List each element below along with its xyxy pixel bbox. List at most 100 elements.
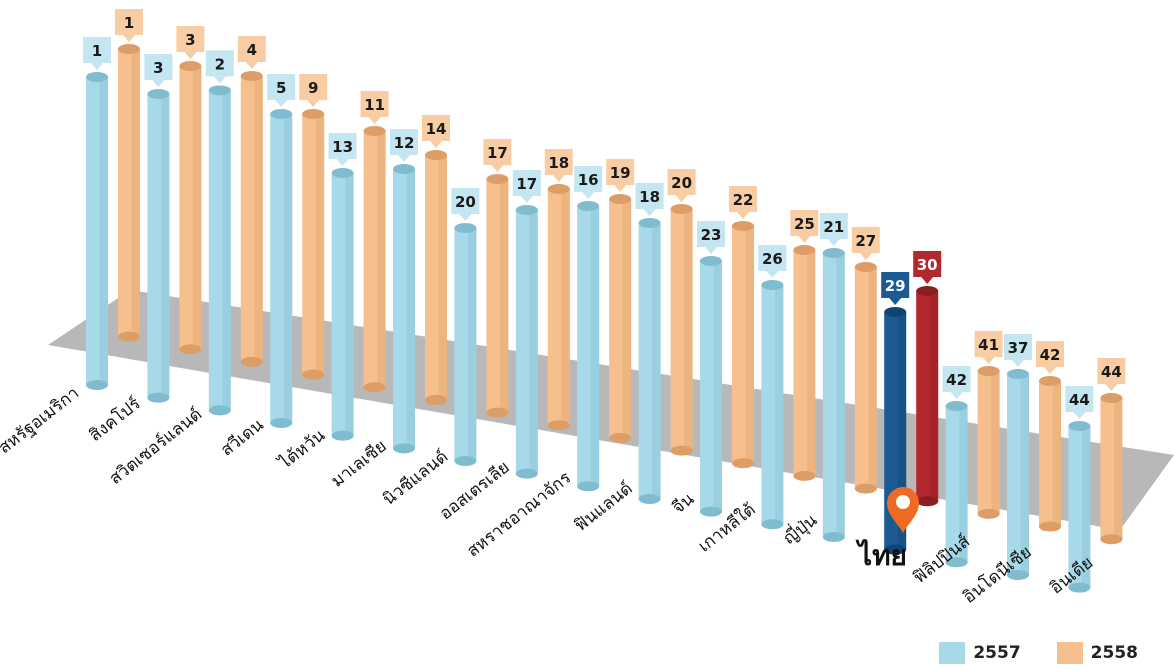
value-label-box <box>544 149 573 175</box>
bar-2557-11 <box>700 256 722 517</box>
value-label-text: 29 <box>885 277 906 295</box>
bar-2557-15 <box>945 401 968 568</box>
bar-2557-3 <box>208 85 231 416</box>
value-label-text: 4 <box>247 41 257 59</box>
bar-2557-17 <box>1068 421 1091 593</box>
location-pin-icon <box>887 487 919 533</box>
value-label-text: 20 <box>671 174 692 192</box>
bar-top <box>179 61 202 71</box>
bar-shade <box>222 90 231 411</box>
value-label-pointer <box>520 196 533 203</box>
value-label-box <box>144 54 173 80</box>
bar-top <box>118 44 140 54</box>
bar-top <box>331 168 354 178</box>
bar-body <box>547 189 570 426</box>
value-label-pointer <box>91 63 103 70</box>
bar-body <box>240 76 263 362</box>
bar-top <box>884 307 907 317</box>
bar-body <box>86 77 108 385</box>
bar-base <box>793 470 816 481</box>
value-label-text: 9 <box>308 79 318 97</box>
bar-base <box>700 506 722 517</box>
value-label-pointer <box>245 62 258 69</box>
bar-top <box>547 184 570 194</box>
bar-body <box>609 199 632 438</box>
value-label-text: 16 <box>578 171 599 189</box>
value-label-2558-17: 44 <box>1097 358 1126 391</box>
bar-2558-7 <box>486 174 509 418</box>
pin-dot <box>896 495 910 509</box>
value-label-2558-4: 9 <box>299 74 328 107</box>
value-label-box <box>635 183 664 209</box>
value-label-box <box>1097 358 1126 384</box>
value-label-text: 18 <box>639 188 660 206</box>
bar-base <box>393 443 415 454</box>
bar-2557-16 <box>1007 369 1029 580</box>
value-label-text: 25 <box>794 215 815 233</box>
bar-top <box>609 194 632 204</box>
value-label-2558-8: 18 <box>544 149 573 182</box>
value-label-2557-15: 42 <box>942 366 971 399</box>
bar-body <box>393 169 415 449</box>
bar-2557-9 <box>577 201 600 492</box>
value-label-pointer <box>582 192 595 199</box>
bar-top <box>577 201 600 211</box>
value-label-box <box>729 186 757 212</box>
value-label-box <box>1065 386 1094 412</box>
value-label-box <box>83 37 111 63</box>
bar-shade <box>897 312 907 550</box>
bar-base <box>302 369 325 380</box>
bar-body <box>945 406 968 563</box>
bar-body <box>732 226 754 464</box>
bar-base <box>179 344 202 355</box>
bar-base <box>270 417 293 428</box>
value-label-text: 1 <box>124 14 134 32</box>
value-label-text: 3 <box>185 31 195 49</box>
value-label-box <box>176 26 205 52</box>
value-label-box <box>667 169 696 195</box>
bar-top <box>486 174 509 184</box>
bar-body <box>761 285 784 525</box>
value-label-2557-5: 13 <box>328 133 357 166</box>
bar-shade <box>622 199 632 438</box>
bar-base <box>118 331 140 342</box>
value-label-text: 18 <box>548 154 569 172</box>
value-label-text: 42 <box>1040 346 1061 364</box>
value-label-text: 41 <box>978 336 999 354</box>
value-label-text: 3 <box>153 59 163 77</box>
value-label-text: 11 <box>364 96 385 114</box>
bar-2558-2 <box>179 61 202 355</box>
value-label-pointer <box>766 271 779 278</box>
bar-base <box>854 483 877 494</box>
value-label-text: 13 <box>332 138 353 156</box>
bar-top <box>916 286 939 296</box>
value-label-box <box>512 170 541 196</box>
value-label-box <box>390 129 418 155</box>
value-label-text: 37 <box>1008 339 1029 357</box>
value-label-pointer <box>675 195 688 202</box>
bar-base <box>945 557 968 568</box>
bar-shade <box>836 253 845 537</box>
bar-2557-6 <box>393 164 415 454</box>
bar-body <box>454 228 477 461</box>
bar-base <box>240 356 263 367</box>
category-label-2: สิงคโปร์ <box>85 393 145 446</box>
value-label-text: 44 <box>1101 363 1122 381</box>
value-label-pointer <box>275 100 288 107</box>
bar-body <box>1100 398 1123 540</box>
value-label-text: 30 <box>917 256 938 274</box>
value-label-2557-11: 23 <box>697 221 725 254</box>
value-label-2557-14: 29 <box>881 272 910 305</box>
bar-base <box>916 496 939 507</box>
value-label-2558-6: 14 <box>422 115 450 148</box>
bar-2557-5 <box>331 168 354 441</box>
bar-top <box>945 401 968 411</box>
bar-2557-12 <box>761 280 784 530</box>
category-label-highlight: ไทย <box>855 539 907 572</box>
bar-top <box>793 245 816 255</box>
value-label-pointer <box>1105 384 1118 391</box>
value-label-pointer <box>1044 367 1056 374</box>
legend-label-2558: 2558 <box>1090 643 1138 663</box>
bar-2557-10 <box>638 218 661 504</box>
value-label-text: 19 <box>610 164 631 182</box>
